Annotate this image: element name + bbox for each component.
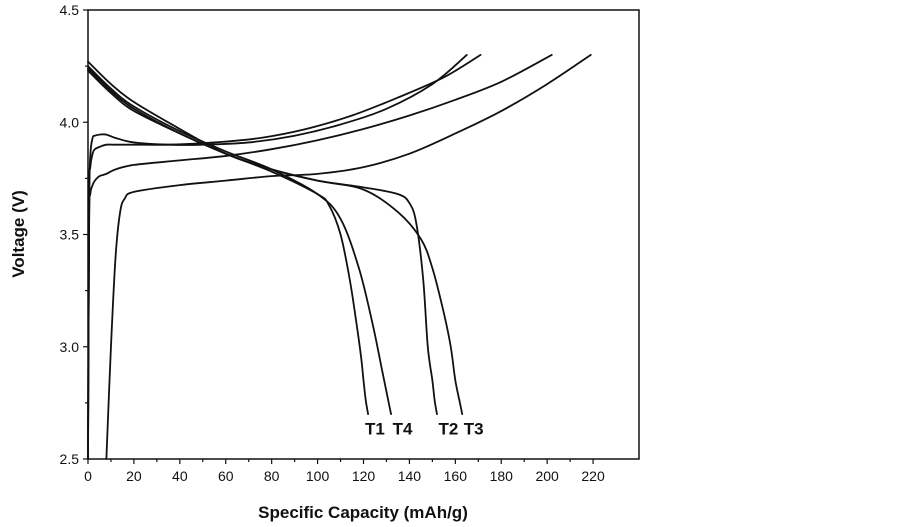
x-tick-label: 220 <box>581 468 605 484</box>
x-tick-label: 200 <box>535 468 559 484</box>
curve-label-t1: T1 <box>365 419 385 438</box>
x-tick-label: 60 <box>218 468 234 484</box>
curve-t2-discharge <box>87 60 438 415</box>
x-tick-label: 20 <box>126 468 142 484</box>
curve-t1-discharge <box>87 67 369 415</box>
curve-t4-charge <box>87 54 482 460</box>
x-axis-title: Specific Capacity (mAh/g) <box>258 503 468 522</box>
curve-label-t4: T4 <box>393 419 413 438</box>
curve-t2-charge <box>87 54 553 460</box>
curve-label-t2: T2 <box>439 419 459 438</box>
curve-t3-discharge <box>87 69 464 415</box>
y-tick-label: 3.0 <box>60 339 80 355</box>
x-tick-label: 140 <box>398 468 422 484</box>
x-tick-label: 180 <box>490 468 514 484</box>
x-tick-label: 160 <box>444 468 468 484</box>
y-tick-label: 2.5 <box>60 451 80 467</box>
curves <box>87 54 592 460</box>
x-tick-label: 80 <box>264 468 280 484</box>
curve-t3-charge <box>105 54 592 460</box>
curve-t1-charge <box>87 54 468 460</box>
y-axis-title: Voltage (V) <box>9 190 28 278</box>
x-tick-label: 100 <box>306 468 330 484</box>
curve-labels: T1 T4 T2 T3 <box>365 419 484 438</box>
x-tick-label: 0 <box>84 468 92 484</box>
y-tick-label: 3.5 <box>60 227 80 243</box>
x-tick-label: 40 <box>172 468 188 484</box>
curve-label-t3: T3 <box>464 419 484 438</box>
y-axis: 2.5 3.0 3.5 4.0 4.5 <box>60 2 88 467</box>
curve-t4-discharge <box>87 65 392 415</box>
y-tick-label: 4.0 <box>60 114 80 130</box>
x-tick-label: 120 <box>352 468 376 484</box>
y-tick-label: 4.5 <box>60 2 80 18</box>
x-axis: 0 20 40 60 80 100 120 140 160 180 200 220 <box>84 459 605 484</box>
